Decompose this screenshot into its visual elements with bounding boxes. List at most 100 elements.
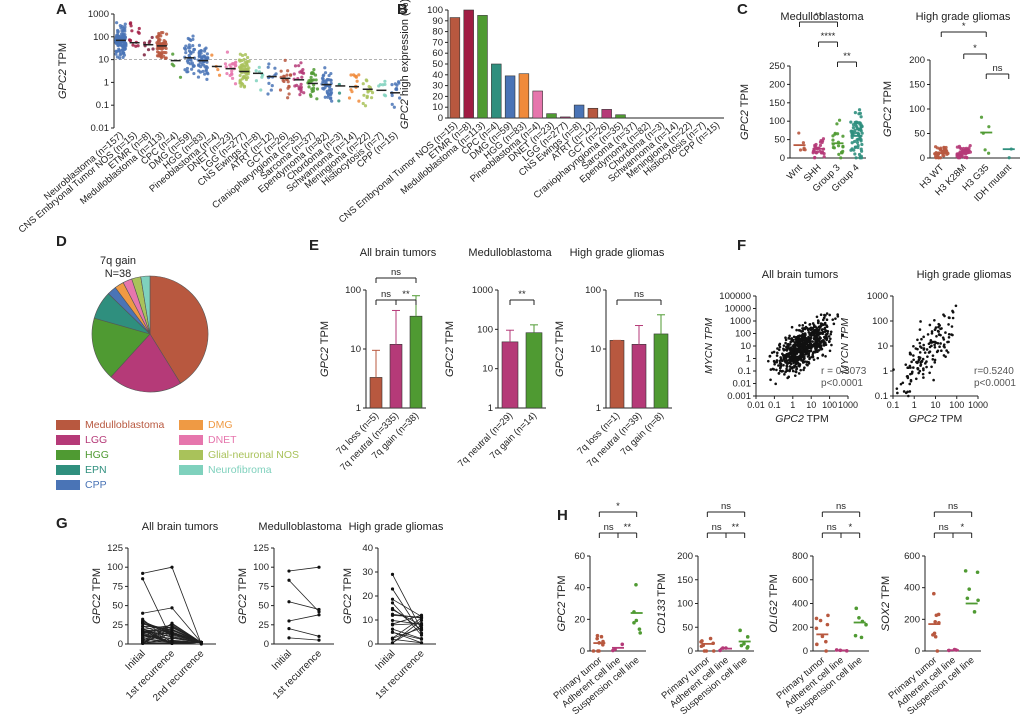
panel-a-point — [147, 41, 151, 45]
panel-f1-point — [782, 363, 785, 367]
panel-c1-point — [849, 120, 853, 124]
panel-e3-bar — [609, 340, 625, 409]
panel-f2-point — [926, 333, 930, 336]
panel-f2-point — [902, 390, 906, 393]
panel-f1-x-tick-label: 0.01 — [747, 400, 765, 410]
panel-f1-point — [799, 344, 803, 347]
panel-f2-x-tick-label: 10 — [930, 400, 940, 410]
panel-a-point — [162, 38, 166, 43]
panel-b-y-tick-label: 20 — [432, 91, 443, 102]
panel-e3-y-tick-label: 10 — [590, 344, 601, 355]
panel-a-point — [230, 76, 235, 80]
panel-f2-x-tick-label: 0.1 — [887, 400, 900, 410]
panel-h4-point — [965, 596, 970, 601]
panel-h1-point — [632, 620, 636, 625]
panel-a-point — [286, 96, 290, 100]
panel-a-point — [185, 70, 189, 74]
panel-g1-point — [141, 635, 145, 639]
panel-f1-point — [785, 355, 789, 358]
panel-c2-point — [935, 146, 940, 150]
panel-a-point — [308, 78, 313, 82]
panel-a-point — [293, 64, 298, 68]
panel-h3-point — [854, 606, 859, 611]
panel-a-point — [279, 69, 283, 73]
panel-h2-sig-label: ns — [721, 501, 731, 512]
panel-g1-y-tick-label: 25 — [112, 620, 123, 631]
panel-f1-point — [793, 360, 797, 363]
panel-g2-trajectory — [288, 614, 320, 622]
panel-a-point — [299, 89, 303, 94]
panel-f2-point — [908, 390, 912, 393]
panel-f2-point — [932, 378, 935, 382]
panel-d-legend-swatch — [179, 465, 203, 475]
panel-b-bar — [504, 75, 516, 119]
panel-c1-point — [818, 143, 823, 147]
panel-g1-trajectory — [171, 633, 202, 643]
panel-f2-point — [933, 345, 937, 349]
panel-d-legend-label: Medulloblastoma — [85, 419, 165, 431]
panel-h4-point — [972, 610, 977, 614]
panel-g2-trajectory — [288, 637, 320, 641]
panel-letter-d: D — [56, 233, 67, 250]
panel-f2-point — [930, 341, 934, 344]
panel-f1-point — [823, 313, 826, 317]
panel-f1-point — [769, 368, 773, 371]
panel-g1-point — [141, 621, 145, 625]
panel-g1-point — [141, 624, 145, 628]
panel-e3-ylabel: GPC2 TPM — [554, 321, 566, 377]
panel-f1-point — [768, 354, 772, 358]
panel-g3-trajectory — [392, 598, 422, 617]
panel-f1-point — [801, 335, 805, 338]
panel-c2-point — [936, 156, 940, 160]
panel-g2-y-tick-label: 125 — [253, 543, 269, 554]
panel-b-bar — [518, 73, 530, 119]
panel-a-point — [190, 67, 194, 71]
panel-a-point — [203, 72, 207, 76]
panel-c1-y-tick-label: 150 — [769, 98, 785, 109]
panel-c1-point — [853, 139, 857, 144]
panel-d-legend-swatch — [56, 465, 80, 475]
panel-a-point — [233, 63, 238, 68]
panel-a-point — [134, 44, 138, 48]
panel-b-y-tick-label: 70 — [432, 37, 443, 48]
panel-f1-point — [820, 341, 823, 344]
panel-a-point — [245, 64, 249, 68]
panel-f1-point — [834, 317, 837, 320]
panel-c1-point — [813, 155, 817, 160]
panel-f1-point — [819, 322, 823, 325]
panel-a-point — [164, 50, 168, 55]
panel-h3-sig-label: * — [848, 522, 852, 533]
panel-f2-point — [908, 364, 912, 368]
panel-a-point — [247, 59, 251, 63]
panel-f2-y-tick-label: 0.1 — [875, 391, 888, 402]
panel-f1-point — [782, 344, 786, 347]
panel-a-point — [361, 82, 365, 86]
panel-g3-point — [419, 626, 424, 630]
panel-g3-point — [390, 608, 395, 612]
panel-a-point — [381, 83, 385, 87]
panel-a-point — [188, 62, 192, 66]
panel-b-y-tick-label: 40 — [432, 70, 443, 81]
panel-f2-point — [931, 358, 935, 361]
panel-g1-y-tick-label: 125 — [107, 543, 123, 554]
panel-f2-point — [923, 351, 927, 354]
panel-a-point — [137, 26, 141, 31]
panel-f1-point — [806, 346, 810, 350]
panel-letter-b: B — [397, 1, 408, 18]
panel-f2-point — [918, 341, 922, 345]
panel-c1-point — [839, 150, 844, 155]
panel-f1-point — [816, 356, 820, 360]
panel-f1-point — [812, 350, 816, 354]
panel-c1-point — [855, 140, 860, 145]
panel-c2-point — [942, 147, 946, 151]
panel-f2-point — [892, 368, 895, 371]
panel-a-point — [283, 58, 287, 62]
panel-a-point — [163, 45, 167, 50]
panel-c1-point — [859, 124, 863, 129]
panel-b-y-tick-label: 90 — [432, 16, 443, 27]
panel-f1-point — [775, 360, 779, 364]
panel-c1-point — [853, 111, 857, 115]
panel-g1-trajectory — [171, 624, 202, 643]
panel-g3-y-tick-label: 10 — [362, 615, 373, 626]
panel-c1-sig-label: **** — [821, 31, 836, 42]
